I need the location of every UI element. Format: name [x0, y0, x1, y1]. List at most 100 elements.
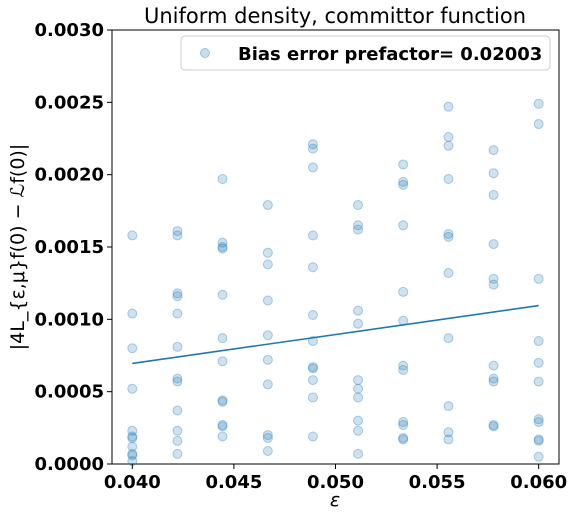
data-point — [307, 362, 318, 373]
data-point — [443, 140, 454, 151]
x-tick-label: 0.060 — [510, 472, 567, 493]
data-point — [172, 405, 183, 416]
y-tick-label: 0.0000 — [35, 454, 104, 475]
data-point — [398, 417, 409, 428]
data-point — [398, 220, 409, 231]
data-point — [262, 445, 273, 456]
data-point — [398, 286, 409, 297]
y-tick-label: 0.0015 — [35, 237, 104, 258]
data-point — [172, 373, 183, 384]
data-point — [307, 363, 318, 374]
y-tick-label: 0.0030 — [35, 20, 104, 41]
data-point — [353, 224, 364, 235]
data-point — [172, 425, 183, 436]
data-point — [353, 220, 364, 231]
y-tick-label: 0.0025 — [35, 92, 104, 113]
trend-line — [132, 304, 539, 365]
data-point — [488, 421, 499, 432]
legend: Bias error prefactor= 0.02003 — [180, 35, 551, 71]
data-point — [307, 392, 318, 403]
data-point — [533, 451, 544, 462]
data-point — [443, 174, 454, 185]
data-point — [127, 441, 138, 452]
data-point — [172, 435, 183, 446]
data-point — [127, 308, 138, 319]
legend-box — [180, 35, 551, 71]
data-point — [262, 430, 273, 441]
data-point — [353, 448, 364, 459]
data-point — [443, 132, 454, 143]
data-point — [307, 139, 318, 150]
data-point — [398, 364, 409, 375]
data-point — [353, 425, 364, 436]
x-tick-label: 0.050 — [307, 472, 364, 493]
data-point — [172, 291, 183, 302]
y-axis: 0.0000 0.0005 0.0010 0.0015 0.0020 0.0025 0.00… — [35, 20, 112, 475]
legend-marker — [200, 48, 210, 58]
x-tick-label: 0.045 — [205, 472, 262, 493]
data-point — [127, 432, 138, 443]
data-point — [488, 145, 499, 156]
data-point — [172, 448, 183, 459]
data-point — [262, 379, 273, 390]
y-axis-label: |4L_{ε,μ}f(0) − ℒf(0)| — [7, 144, 29, 350]
data-point — [488, 360, 499, 371]
data-point — [533, 273, 544, 284]
data-point — [307, 375, 318, 386]
data-point — [443, 427, 454, 438]
data-point — [127, 448, 138, 459]
data-point — [488, 168, 499, 179]
data-point — [307, 162, 318, 173]
data-point — [488, 376, 499, 387]
data-point — [217, 431, 228, 442]
data-point — [488, 419, 499, 430]
data-point — [172, 376, 183, 387]
data-point — [533, 357, 544, 368]
data-point — [443, 101, 454, 112]
data-point — [217, 356, 228, 367]
data-point — [398, 159, 409, 170]
data-point — [353, 318, 364, 329]
data-point — [262, 354, 273, 365]
data-point — [353, 305, 364, 316]
data-point — [353, 383, 364, 394]
data-point — [307, 431, 318, 442]
data-point — [172, 288, 183, 299]
data-point — [262, 330, 273, 341]
data-point — [127, 383, 138, 394]
y-tick-label: 0.0005 — [35, 382, 104, 403]
data-point — [262, 432, 273, 443]
plot-area — [111, 29, 560, 467]
data-point — [443, 268, 454, 279]
data-point — [217, 243, 228, 254]
data-point — [353, 415, 364, 426]
data-point — [398, 179, 409, 190]
legend-entry-label: Bias error prefactor= 0.02003 — [238, 44, 542, 65]
data-point — [217, 395, 228, 406]
x-axis-label: ε — [330, 489, 340, 511]
data-point — [533, 434, 544, 445]
data-point — [533, 376, 544, 387]
x-tick-label: 0.040 — [104, 472, 161, 493]
data-point — [217, 419, 228, 430]
data-point — [533, 119, 544, 130]
data-point — [127, 431, 138, 442]
data-point — [172, 230, 183, 241]
data-point — [307, 230, 318, 241]
x-tick-label: 0.055 — [409, 472, 466, 493]
data-point — [262, 200, 273, 211]
data-point — [353, 375, 364, 386]
data-point — [398, 434, 409, 445]
data-point — [172, 226, 183, 237]
data-point — [307, 309, 318, 320]
y-tick-label: 0.0020 — [35, 165, 104, 186]
data-point — [488, 373, 499, 384]
chart-title: Uniform density, committor function — [144, 4, 526, 28]
data-point — [127, 450, 138, 461]
data-point — [307, 262, 318, 273]
data-point — [217, 421, 228, 432]
data-point — [488, 273, 499, 284]
data-point — [353, 200, 364, 211]
data-point — [217, 242, 228, 252]
